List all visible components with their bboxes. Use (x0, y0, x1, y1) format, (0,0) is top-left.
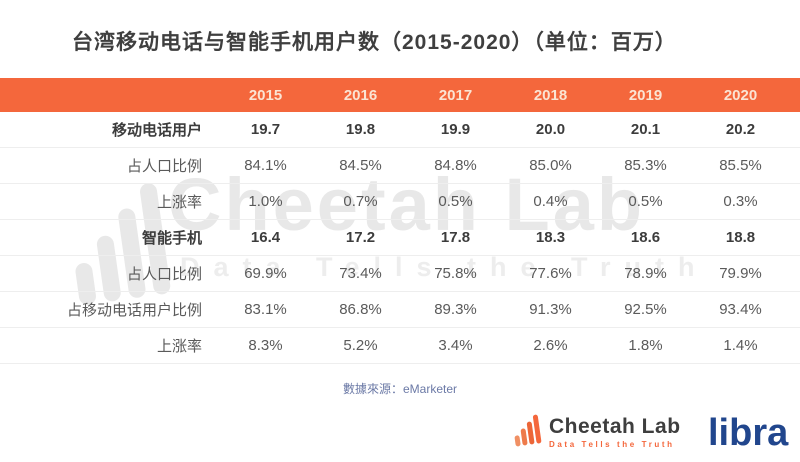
cell-value: 75.8% (434, 265, 477, 282)
cheetah-lab-name: Cheetah Lab (549, 415, 681, 438)
cell-value: 92.5% (624, 301, 667, 318)
cell-value: 0.5% (438, 193, 473, 210)
cell-value: 20.0 (535, 121, 566, 138)
cell-value: 85.5% (719, 157, 762, 174)
cell-value: 1.8% (628, 337, 663, 354)
table-row: 占人口比例 69.9% 73.4% 75.8% 77.6% 78.9% 79.9% (0, 256, 800, 292)
cell-value: 79.9% (719, 265, 762, 282)
cell-value: 84.5% (339, 157, 382, 174)
data-table: 2015 2016 2017 2018 2019 2020 移动电话用户 19.7… (0, 78, 800, 364)
cell-value: 78.9% (624, 265, 667, 282)
cell-value: 8.3% (248, 337, 283, 354)
cell-value: 85.3% (624, 157, 667, 174)
cell-value: 91.3% (529, 301, 572, 318)
libra-logo: libra (708, 412, 789, 454)
cell-value: 20.1 (630, 121, 661, 138)
cell-value: 16.4 (250, 229, 281, 246)
cell-value: 83.1% (244, 301, 287, 318)
table-row: 占人口比例 84.1% 84.5% 84.8% 85.0% 85.3% 85.5% (0, 148, 800, 184)
cell-value: 18.6 (630, 229, 661, 246)
cell-value: 1.0% (248, 193, 283, 210)
cell-value: 0.7% (343, 193, 378, 210)
table-row: 移动电话用户 19.7 19.8 19.9 20.0 20.1 20.2 (0, 112, 800, 148)
row-label: 占人口比例 (126, 266, 202, 283)
cell-value: 1.4% (723, 337, 758, 354)
cell-value: 20.2 (725, 121, 756, 138)
cell-value: 18.8 (725, 229, 756, 246)
year-header: 2017 (438, 86, 473, 104)
cell-value: 0.4% (533, 193, 568, 210)
cell-value: 85.0% (529, 157, 572, 174)
cell-value: 73.4% (339, 265, 382, 282)
cell-value: 0.3% (723, 193, 758, 210)
row-label: 占移动电话用户比例 (66, 302, 202, 319)
cell-value: 17.8 (440, 229, 471, 246)
cheetah-lab-tagline: Data Tells the Truth (549, 440, 675, 450)
year-header: 2019 (628, 86, 663, 104)
year-header: 2016 (343, 86, 378, 104)
table-row: 智能手机 16.4 17.2 17.8 18.3 18.6 18.8 (0, 220, 800, 256)
cell-value: 84.8% (434, 157, 477, 174)
table-row: 占移动电话用户比例 83.1% 86.8% 89.3% 91.3% 92.5% 93.4% (0, 292, 800, 328)
table-row: 上涨率 1.0% 0.7% 0.5% 0.4% 0.5% 0.3% (0, 184, 800, 220)
row-label: 移动电话用户 (111, 122, 202, 139)
cell-value: 86.8% (339, 301, 382, 318)
cell-value: 19.7 (250, 121, 281, 138)
year-header: 2015 (248, 86, 283, 104)
cell-value: 89.3% (434, 301, 477, 318)
row-label: 上涨率 (156, 338, 202, 355)
row-label: 上涨率 (156, 194, 202, 211)
cell-value: 2.6% (533, 337, 568, 354)
cheetah-bars-icon (512, 414, 542, 450)
page-title: 台湾移动电话与智能手机用户数（2015-2020）（单位：百万） (72, 31, 677, 54)
row-label: 占人口比例 (126, 158, 202, 175)
table-header-row: 2015 2016 2017 2018 2019 2020 (0, 78, 800, 112)
data-source: 數據來源：eMarketer (342, 382, 458, 396)
cell-value: 69.9% (244, 265, 287, 282)
cell-value: 19.9 (440, 121, 471, 138)
cell-value: 0.5% (628, 193, 663, 210)
cell-value: 77.6% (529, 265, 572, 282)
cell-value: 5.2% (343, 337, 378, 354)
cell-value: 19.8 (345, 121, 376, 138)
cell-value: 84.1% (244, 157, 287, 174)
cheetah-lab-logo: Cheetah Lab Data Tells the Truth (512, 414, 681, 450)
year-header: 2018 (533, 86, 568, 104)
cell-value: 93.4% (719, 301, 762, 318)
table-row: 上涨率 8.3% 5.2% 3.4% 2.6% 1.8% 1.4% (0, 328, 800, 364)
year-header: 2020 (723, 86, 758, 104)
cell-value: 17.2 (345, 229, 376, 246)
row-label: 智能手机 (141, 230, 202, 247)
table-body: 移动电话用户 19.7 19.8 19.9 20.0 20.1 20.2 占人口比例 84.1%… (0, 112, 800, 364)
cell-value: 3.4% (438, 337, 473, 354)
cheetah-logo-text: Cheetah Lab Data Tells the Truth (549, 415, 681, 450)
cell-value: 18.3 (535, 229, 566, 246)
